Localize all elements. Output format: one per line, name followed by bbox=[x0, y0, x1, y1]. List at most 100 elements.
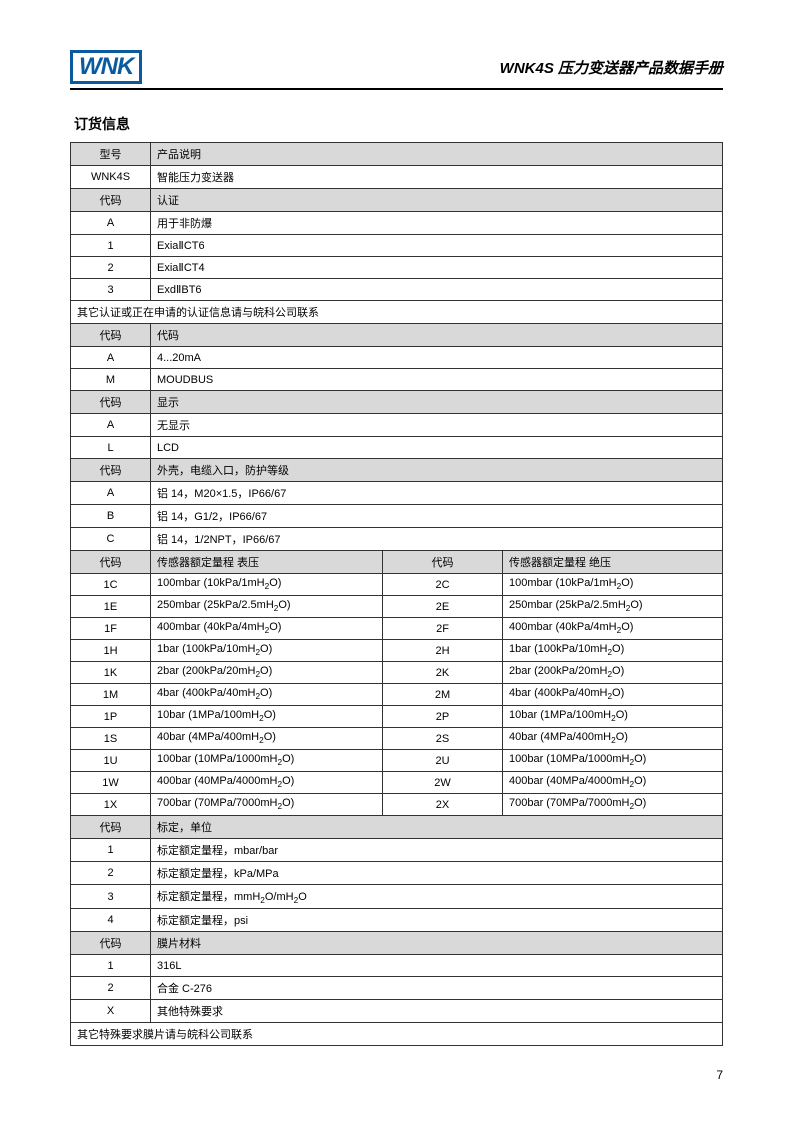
table-row: 代码传感器额定量程 表压代码传感器额定量程 绝压 bbox=[71, 551, 723, 574]
logo: WNK bbox=[70, 50, 142, 84]
cell-desc: 用于非防爆 bbox=[151, 212, 723, 235]
table-row: 1标定额定量程，mbar/bar bbox=[71, 839, 723, 862]
cell-code: 1 bbox=[71, 839, 151, 862]
table-row: 型号产品说明 bbox=[71, 143, 723, 166]
cell-code: 1H bbox=[71, 640, 151, 662]
cell-desc2: 700bar (70MPa/7000mH2O) bbox=[503, 794, 723, 816]
cell-desc: 铝 14，1/2NPT，IP66/67 bbox=[151, 528, 723, 551]
table-row: 1W400bar (40MPa/4000mH2O)2W400bar (40MPa… bbox=[71, 772, 723, 794]
table-row: 1316L bbox=[71, 955, 723, 977]
cell-code2: 2W bbox=[383, 772, 503, 794]
cell-desc: 40bar (4MPa/400mH2O) bbox=[151, 728, 383, 750]
hdr-code: 型号 bbox=[71, 143, 151, 166]
cell-code: X bbox=[71, 1000, 151, 1023]
spec-table: 型号产品说明WNK4S智能压力变送器代码认证A用于非防爆1ExiaⅡCT62Ex… bbox=[70, 142, 723, 1046]
cell-desc: 1bar (100kPa/10mH2O) bbox=[151, 640, 383, 662]
cell-code: 1C bbox=[71, 574, 151, 596]
cell-desc2: 250mbar (25kPa/2.5mH2O) bbox=[503, 596, 723, 618]
cell-desc2: 2bar (200kPa/20mH2O) bbox=[503, 662, 723, 684]
table-row: A用于非防爆 bbox=[71, 212, 723, 235]
page-number: 7 bbox=[716, 1068, 723, 1082]
hdr-code: 代码 bbox=[71, 324, 151, 347]
cell-desc: 铝 14，G1/2，IP66/67 bbox=[151, 505, 723, 528]
cell-desc: 400bar (40MPa/4000mH2O) bbox=[151, 772, 383, 794]
cell-desc2: 10bar (1MPa/100mH2O) bbox=[503, 706, 723, 728]
cell-code: C bbox=[71, 528, 151, 551]
table-row: WNK4S智能压力变送器 bbox=[71, 166, 723, 189]
cell-code: 1U bbox=[71, 750, 151, 772]
hdr-desc: 传感器额定量程 表压 bbox=[151, 551, 383, 574]
hdr-code: 代码 bbox=[71, 189, 151, 212]
cell-code2: 2H bbox=[383, 640, 503, 662]
cell-desc: ExiaⅡCT6 bbox=[151, 235, 723, 257]
cell-code2: 2K bbox=[383, 662, 503, 684]
cell-desc: 400mbar (40kPa/4mH2O) bbox=[151, 618, 383, 640]
hdr-code: 代码 bbox=[71, 816, 151, 839]
cell-desc2: 400mbar (40kPa/4mH2O) bbox=[503, 618, 723, 640]
cell-code: 1M bbox=[71, 684, 151, 706]
table-row: 2合金 C-276 bbox=[71, 977, 723, 1000]
cell-desc: 316L bbox=[151, 955, 723, 977]
table-row: X其他特殊要求 bbox=[71, 1000, 723, 1023]
cell-code: A bbox=[71, 414, 151, 437]
cell-code: M bbox=[71, 369, 151, 391]
cell-code2: 2U bbox=[383, 750, 503, 772]
table-row: A4...20mA bbox=[71, 347, 723, 369]
hdr-desc2: 传感器额定量程 绝压 bbox=[503, 551, 723, 574]
table-row: 1X700bar (70MPa/7000mH2O)2X700bar (70MPa… bbox=[71, 794, 723, 816]
hdr-desc: 代码 bbox=[151, 324, 723, 347]
cell-code: 1P bbox=[71, 706, 151, 728]
cell-code: 1X bbox=[71, 794, 151, 816]
table-row: 3标定额定量程，mmH2O/mH2O bbox=[71, 885, 723, 909]
cell-code2: 2C bbox=[383, 574, 503, 596]
cell-code: L bbox=[71, 437, 151, 459]
hdr-desc: 膜片材料 bbox=[151, 932, 723, 955]
hdr-desc: 显示 bbox=[151, 391, 723, 414]
table-row: 1P10bar (1MPa/100mH2O)2P10bar (1MPa/100m… bbox=[71, 706, 723, 728]
cell-code2: 2M bbox=[383, 684, 503, 706]
table-row: 4标定额定量程，psi bbox=[71, 909, 723, 932]
hdr-code: 代码 bbox=[71, 391, 151, 414]
cell-desc2: 4bar (400kPa/40mH2O) bbox=[503, 684, 723, 706]
cell-desc: 700bar (70MPa/7000mH2O) bbox=[151, 794, 383, 816]
hdr-code: 代码 bbox=[71, 459, 151, 482]
table-row: 代码显示 bbox=[71, 391, 723, 414]
table-row: C铝 14，1/2NPT，IP66/67 bbox=[71, 528, 723, 551]
table-row: 2标定额定量程，kPa/MPa bbox=[71, 862, 723, 885]
cell-code2: 2E bbox=[383, 596, 503, 618]
table-row: LLCD bbox=[71, 437, 723, 459]
cell-desc: 100bar (10MPa/1000mH2O) bbox=[151, 750, 383, 772]
cell-code2: 2S bbox=[383, 728, 503, 750]
table-row: 1U100bar (10MPa/1000mH2O)2U100bar (10MPa… bbox=[71, 750, 723, 772]
cell-desc: 2bar (200kPa/20mH2O) bbox=[151, 662, 383, 684]
cell-code2: 2X bbox=[383, 794, 503, 816]
cell-code: 1S bbox=[71, 728, 151, 750]
table-row: 代码代码 bbox=[71, 324, 723, 347]
table-row: 其它认证或正在申请的认证信息请与皖科公司联系 bbox=[71, 301, 723, 324]
cell-code: 4 bbox=[71, 909, 151, 932]
table-row: 3ExdⅡBT6 bbox=[71, 279, 723, 301]
cell-full: 其它特殊要求膜片请与皖科公司联系 bbox=[71, 1023, 723, 1046]
cell-desc2: 1bar (100kPa/10mH2O) bbox=[503, 640, 723, 662]
cell-desc: ExiaⅡCT4 bbox=[151, 257, 723, 279]
cell-code: 2 bbox=[71, 257, 151, 279]
cell-full: 其它认证或正在申请的认证信息请与皖科公司联系 bbox=[71, 301, 723, 324]
cell-code: A bbox=[71, 482, 151, 505]
hdr-desc: 标定，单位 bbox=[151, 816, 723, 839]
hdr-code: 代码 bbox=[71, 551, 151, 574]
table-row: 代码膜片材料 bbox=[71, 932, 723, 955]
page-header: WNK WNK4S 压力变送器产品数据手册 bbox=[70, 50, 723, 90]
cell-code2: 2P bbox=[383, 706, 503, 728]
cell-desc: ExdⅡBT6 bbox=[151, 279, 723, 301]
cell-code: 3 bbox=[71, 885, 151, 909]
cell-desc: 标定额定量程，kPa/MPa bbox=[151, 862, 723, 885]
cell-desc: 4...20mA bbox=[151, 347, 723, 369]
cell-code2: 2F bbox=[383, 618, 503, 640]
hdr-code: 代码 bbox=[71, 932, 151, 955]
cell-code: 1 bbox=[71, 955, 151, 977]
hdr-code2: 代码 bbox=[383, 551, 503, 574]
hdr-desc: 认证 bbox=[151, 189, 723, 212]
table-row: 1K2bar (200kPa/20mH2O)2K2bar (200kPa/20m… bbox=[71, 662, 723, 684]
cell-desc: 合金 C-276 bbox=[151, 977, 723, 1000]
cell-desc2: 100mbar (10kPa/1mH2O) bbox=[503, 574, 723, 596]
